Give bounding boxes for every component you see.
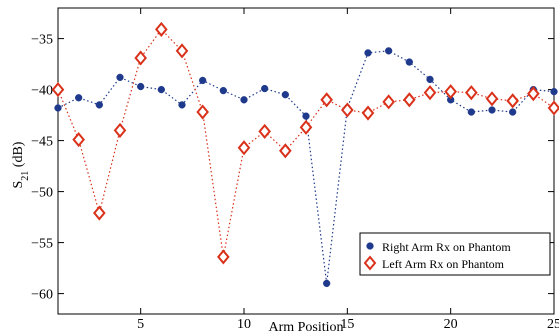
- legend-marker-left-arm: [363, 255, 377, 271]
- y-tick-label: −60: [31, 288, 53, 303]
- legend-marker-circle: [366, 242, 374, 250]
- data-point: [299, 119, 313, 135]
- x-tick-label: 20: [444, 317, 458, 332]
- data-point: [157, 85, 165, 94]
- legend-box: [359, 232, 551, 276]
- data-point: [279, 143, 292, 159]
- data-point: [444, 84, 457, 100]
- data-point: [467, 108, 475, 116]
- data-point: [134, 50, 147, 66]
- data-point: [155, 21, 168, 37]
- data-point: [302, 112, 310, 120]
- series-layer: [51, 21, 559, 288]
- x-tick-label: 25: [547, 317, 559, 332]
- legend-marker-diamond: [363, 255, 377, 271]
- data-point: [527, 86, 540, 102]
- data-point: [403, 92, 416, 108]
- data-point: [93, 205, 106, 221]
- data-point: [178, 101, 186, 109]
- data-point: [219, 86, 227, 95]
- data-point: [116, 73, 124, 82]
- data-point: [550, 87, 558, 96]
- data-point: [423, 85, 437, 101]
- legend-label-left-arm: Left Arm Rx on Phantom: [382, 257, 505, 271]
- series-1: [51, 21, 559, 265]
- data-point: [54, 104, 62, 112]
- x-axis-label: Arm Position: [268, 320, 343, 335]
- data-point: [281, 91, 289, 99]
- data-point: [261, 84, 269, 93]
- data-point: [320, 92, 333, 108]
- data-point: [506, 93, 519, 109]
- data-point: [72, 132, 85, 148]
- data-point: [361, 105, 375, 121]
- data-point: [175, 43, 189, 59]
- y-tick-label: −55: [31, 237, 53, 252]
- data-point: [199, 76, 207, 85]
- legend: Right Arm Rx on Phantom Left Arm Rx on P…: [359, 232, 551, 276]
- data-point: [323, 279, 331, 288]
- data-point: [51, 82, 65, 98]
- data-point: [237, 140, 251, 156]
- data-point: [217, 249, 230, 265]
- y-tick-label: −35: [31, 33, 53, 48]
- y-axis-label-subscript: 21: [20, 171, 31, 181]
- x-tick-label: 10: [237, 317, 251, 332]
- data-point: [75, 94, 83, 102]
- data-point: [113, 122, 127, 138]
- data-point: [364, 49, 372, 57]
- y-axis-label-unit: (dB): [11, 141, 26, 171]
- y-axis-label-main: S: [11, 181, 26, 189]
- y-tick-label: −45: [31, 135, 53, 150]
- data-point: [488, 106, 496, 114]
- data-point: [196, 104, 209, 120]
- data-point: [341, 102, 354, 118]
- data-point: [385, 47, 393, 55]
- y-tick-label: −40: [31, 84, 53, 99]
- data-point: [509, 108, 517, 116]
- legend-label-right-arm: Right Arm Rx on Phantom: [382, 240, 511, 254]
- y-tick-label: −50: [31, 186, 53, 201]
- axis-ticks: 5 10 15 20 25 −60 −55 −50 −45 −40 −35: [31, 8, 559, 332]
- data-point: [547, 100, 559, 116]
- x-tick-label: 5: [137, 317, 144, 332]
- data-point: [137, 82, 145, 91]
- legend-marker-right-arm: [366, 242, 374, 250]
- y-axis-label: S21 (dB): [11, 141, 31, 188]
- data-point: [258, 123, 271, 139]
- data-point: [426, 75, 434, 84]
- data-point: [240, 96, 248, 104]
- data-point: [95, 101, 103, 109]
- data-point: [382, 94, 395, 110]
- x-tick-label: 15: [340, 317, 354, 332]
- data-point: [485, 91, 499, 107]
- data-point: [405, 58, 413, 66]
- data-point: [465, 85, 478, 101]
